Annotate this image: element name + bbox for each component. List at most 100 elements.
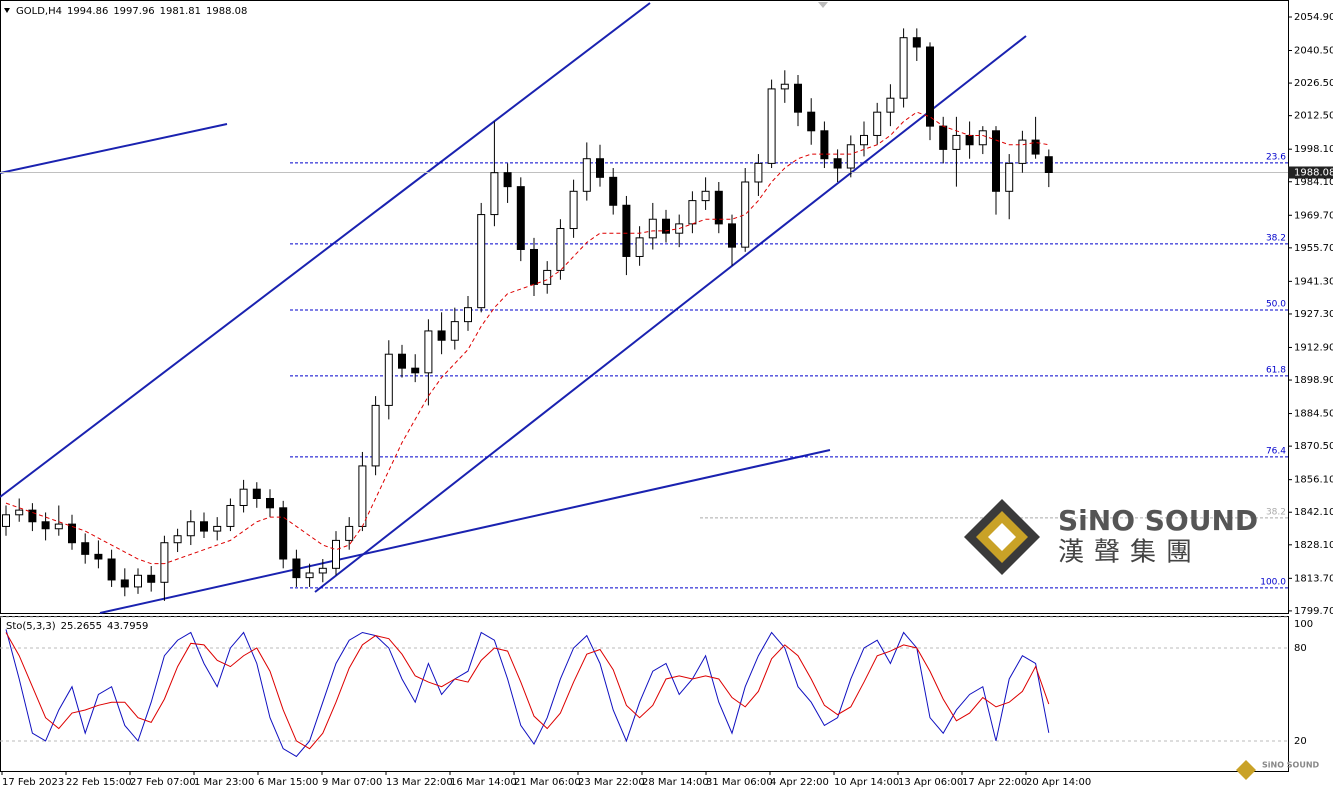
logo-mini: [1236, 760, 1256, 780]
header-item: 1994.86: [67, 6, 108, 17]
x-tick-label: 22 Feb 15:00: [66, 777, 132, 788]
candle-body: [239, 488, 248, 506]
candle-body: [94, 553, 103, 560]
y-tick-label: 1870.50: [1294, 441, 1333, 452]
fib-label: 61.8: [1266, 365, 1286, 375]
y-tick-label: 1799.70: [1294, 606, 1333, 617]
candle-body: [688, 200, 697, 225]
candle-body: [186, 521, 195, 537]
x-tick-label: 6 Mar 15:00: [258, 777, 318, 788]
header-item: 1988.08: [206, 6, 247, 17]
candle-body: [147, 574, 156, 583]
y-tick-label: 1912.90: [1294, 342, 1333, 353]
trend-line: [0, 123, 228, 174]
candle-body: [648, 218, 657, 239]
candle-body: [318, 567, 327, 574]
x-tick-label: 23 Mar 22:00: [578, 777, 645, 788]
candle-body: [120, 579, 129, 588]
candle-body: [846, 144, 855, 169]
stoch-header: Sto(5,3,3) 25.2655 43.7959: [6, 621, 148, 632]
header-item: 1997.96: [113, 6, 154, 17]
fib-label: 38.2: [1266, 507, 1286, 517]
x-tick-label: 10 Apr 14:00: [834, 777, 899, 788]
candle-body: [978, 130, 987, 146]
fib-label: 100.0: [1260, 577, 1286, 587]
candle-body: [332, 539, 340, 569]
logo-diamond: [988, 523, 1016, 551]
candle-body: [1018, 139, 1027, 164]
candle-body: [358, 465, 367, 527]
candle-body: [701, 190, 710, 202]
x-tick-label: 17 Feb 2023: [2, 777, 64, 788]
candle-body: [926, 46, 934, 127]
y-tick-label: 1828.10: [1294, 540, 1333, 551]
trend-line: [0, 2, 651, 498]
candle-body: [833, 158, 842, 169]
candle-body: [371, 404, 380, 467]
symbol-menu[interactable]: [4, 8, 10, 13]
y-tick-label: 2054.90: [1294, 12, 1333, 23]
y-tick-label: 80: [1294, 643, 1307, 654]
candle-body: [28, 509, 37, 523]
candle-body: [398, 353, 406, 369]
x-tick-label: 1 Mar 23:00: [194, 777, 254, 788]
current-price-label: 1988.08: [1294, 167, 1333, 178]
candle-body: [952, 134, 961, 150]
stoch-header-item: Sto(5,3,3): [6, 621, 56, 632]
y-tick-label: 1984.10: [1294, 177, 1333, 188]
trend-line: [99, 449, 831, 614]
candle-body: [54, 523, 63, 530]
candle-body: [635, 237, 644, 257]
fib-label: 38.2: [1266, 233, 1286, 243]
y-tick-label: 2012.50: [1294, 111, 1333, 122]
candle-body: [252, 488, 261, 499]
main-pane: [0, 0, 1289, 614]
y-tick-label: 2026.50: [1294, 78, 1333, 89]
candle-body: [1005, 162, 1014, 192]
candle-body: [173, 535, 182, 544]
candle-body: [134, 574, 142, 588]
stoch-header-item: 25.2655: [61, 621, 102, 632]
header-item: GOLD,H4: [16, 6, 62, 17]
x-tick-label: 9 Mar 07:00: [322, 777, 382, 788]
x-tick-label: 13 Apr 06:00: [898, 777, 963, 788]
x-tick-label: 31 Mar 06:00: [706, 777, 773, 788]
candle-body: [345, 525, 354, 541]
candle-body: [873, 111, 882, 136]
x-tick-label: 17 Apr 22:00: [962, 777, 1027, 788]
y-tick-label: 1856.10: [1294, 475, 1333, 486]
current-price-box: [1288, 166, 1333, 179]
stoch-header-item: 43.7959: [107, 621, 148, 632]
candle-body: [556, 228, 565, 271]
candle-body: [767, 88, 776, 164]
logo-subtitle: 漢聲集團: [1058, 538, 1202, 568]
candle-body: [912, 37, 921, 48]
candle-body: [200, 521, 208, 532]
candle-body: [530, 248, 538, 285]
candle-body: [107, 558, 116, 581]
y-tick-label: 1842.10: [1294, 507, 1333, 518]
header-item: 1981.81: [160, 6, 201, 17]
candle-body: [305, 572, 314, 579]
y-tick-label: 100: [1294, 619, 1313, 630]
moving-average: [5, 111, 1049, 565]
candle-body: [596, 158, 604, 178]
candle-body: [477, 214, 486, 309]
candle-body: [437, 330, 446, 341]
stoch-pane: [0, 616, 1289, 772]
candle-body: [464, 307, 472, 323]
y-tick-label: 1884.50: [1294, 409, 1333, 420]
logo-mini-text: SiNO SOUND: [1262, 761, 1320, 770]
candle-body: [609, 176, 618, 206]
logo: SiNO SOUND 漢聲集團 SiNO SOUND: [964, 499, 1320, 780]
trend-line: [314, 35, 1027, 593]
candle-body: [939, 125, 948, 150]
fib-label: 50.0: [1266, 299, 1286, 309]
y-tick-label: 1941.30: [1294, 276, 1333, 287]
candle-body: [411, 367, 420, 374]
trend-lines: [0, 2, 1027, 614]
candle-body: [2, 514, 10, 527]
fib-label: 23.6: [1266, 152, 1286, 162]
shift-marker: [818, 2, 828, 8]
